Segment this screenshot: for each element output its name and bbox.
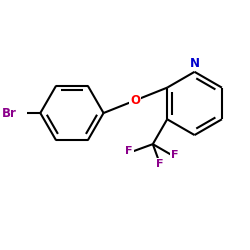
Text: N: N xyxy=(190,57,200,70)
Text: F: F xyxy=(126,146,133,156)
Text: F: F xyxy=(156,159,164,169)
Text: F: F xyxy=(171,150,178,160)
Text: O: O xyxy=(130,94,140,107)
Text: Br: Br xyxy=(2,106,16,120)
